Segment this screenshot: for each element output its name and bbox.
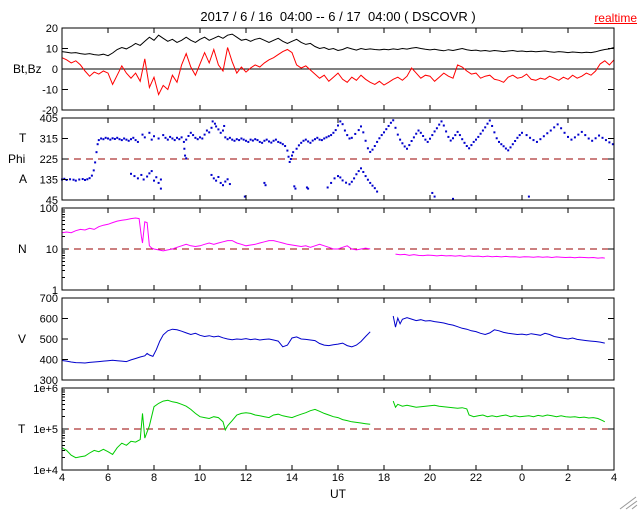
temperature-panel: 1e+6 1e+5 1e+4 xyxy=(33,383,615,477)
bt-series-line xyxy=(61,33,615,57)
velocity-ytick-label: 500 xyxy=(40,334,58,346)
phi-angle-panel: 405 315 225 135 45 xyxy=(40,113,615,207)
density-frame xyxy=(61,207,615,291)
phi-angle-ytick-label: 135 xyxy=(40,175,58,187)
x-tick-label: 6 xyxy=(105,472,111,484)
t-series-line xyxy=(61,399,606,459)
x-tick-label: 14 xyxy=(286,472,298,484)
realtime-link[interactable]: realtime xyxy=(594,11,637,25)
magnetic-field-ytick-label: 20 xyxy=(46,23,58,35)
magnetic-field-frame xyxy=(61,27,615,111)
phi-angle-ytick-label: 45 xyxy=(46,195,58,207)
x-tick-label: 12 xyxy=(240,472,252,484)
x-axis-tick-labels: 4 6 8 10 12 14 16 18 20 22 0 2 4 xyxy=(59,472,617,484)
plot-title: 2017 / 6 / 16 04:00 -- 6 / 17 04:00 ( DS… xyxy=(200,9,476,24)
ylabel-temperature: T xyxy=(18,422,26,436)
x-tick-label: 0 xyxy=(519,472,525,484)
temperature-ytick-label: 1e+5 xyxy=(33,424,58,436)
magnetic-field-ytick-label: 10 xyxy=(46,44,58,56)
ylabel-phi-line1: T xyxy=(19,131,27,145)
phi-angle-frame xyxy=(61,117,615,201)
x-axis-label: UT xyxy=(330,487,346,501)
velocity-panel: 700 600 500 400 300 xyxy=(40,293,615,387)
bz-series-line xyxy=(61,47,615,97)
density-panel: 100 10 1 xyxy=(40,203,615,297)
phi-angle-ytick-label: 315 xyxy=(40,134,58,146)
phi-scatter-series xyxy=(61,119,614,200)
temperature-ytick-label: 1e+6 xyxy=(33,383,58,395)
temperature-frame xyxy=(61,387,615,471)
magnetic-field-panel: 20 10 0 -10 -20 xyxy=(42,23,615,117)
phi-angle-ytick-label: 225 xyxy=(40,154,58,166)
x-tick-label: 10 xyxy=(194,472,206,484)
ylabel-bt-bz: Bt,Bz xyxy=(13,62,42,76)
magnetic-field-ytick-label: 0 xyxy=(52,64,58,76)
magnetic-field-ytick-label: -10 xyxy=(42,85,58,97)
velocity-frame xyxy=(61,297,615,381)
n-series-line xyxy=(61,217,605,259)
magnetic-field-ytick-label: -20 xyxy=(42,105,58,117)
density-ytick-label: 100 xyxy=(40,203,58,215)
velocity-ytick-label: 600 xyxy=(40,314,58,326)
x-tick-label: 4 xyxy=(611,472,617,484)
x-tick-label: 2 xyxy=(565,472,571,484)
x-tick-label: 16 xyxy=(332,472,344,484)
ylabel-density: N xyxy=(18,242,27,256)
ylabel-phi-line3: A xyxy=(19,172,28,186)
velocity-ytick-label: 400 xyxy=(40,355,58,367)
ylabel-velocity: V xyxy=(18,332,27,346)
x-tick-label: 18 xyxy=(378,472,390,484)
x-tick-label: 20 xyxy=(424,472,436,484)
ylabel-phi-line2: Phi xyxy=(8,152,26,166)
density-ytick-label: 10 xyxy=(46,244,58,256)
phi-angle-ytick-label: 405 xyxy=(40,113,58,125)
velocity-ytick-label: 300 xyxy=(40,375,58,387)
velocity-ytick-label: 700 xyxy=(40,293,58,305)
temperature-ytick-label: 1e+4 xyxy=(33,465,58,477)
v-series-line xyxy=(61,315,605,364)
x-tick-label: 8 xyxy=(151,472,157,484)
x-tick-label: 4 xyxy=(59,472,65,484)
resize-grip-icon[interactable] xyxy=(616,494,638,510)
density-ytick-label: 1 xyxy=(52,285,58,297)
x-tick-label: 22 xyxy=(470,472,482,484)
